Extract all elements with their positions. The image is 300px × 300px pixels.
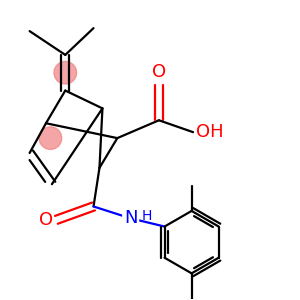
Text: O: O [152, 63, 166, 81]
Text: OH: OH [196, 123, 224, 141]
Circle shape [39, 127, 62, 149]
Text: N: N [124, 209, 137, 227]
Text: O: O [39, 211, 53, 229]
Text: H: H [142, 209, 152, 223]
Circle shape [54, 61, 76, 84]
